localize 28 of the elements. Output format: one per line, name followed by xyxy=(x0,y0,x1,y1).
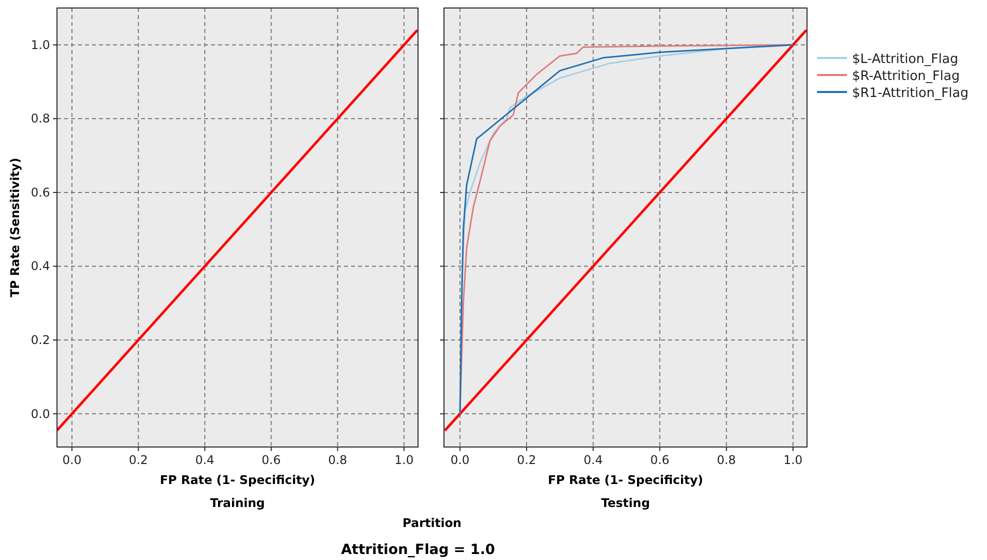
y-tick-label: 0.4 xyxy=(30,259,50,274)
y-axis-title: TP Rate (Sensitivity) xyxy=(8,158,22,298)
x-tick-label: 0.4 xyxy=(584,453,603,467)
x-tick-label: 1.0 xyxy=(783,453,803,467)
x-tick-label: 0.2 xyxy=(517,453,536,467)
x-tick-label: 0.8 xyxy=(716,453,736,467)
text: Partition xyxy=(402,516,462,530)
text: Testing xyxy=(601,496,650,510)
x-tick-label: 0.0 xyxy=(62,453,82,467)
y-tick-label: 0.8 xyxy=(30,112,50,126)
x-tick-label: 0.0 xyxy=(450,453,470,467)
x-tick-label: 1.0 xyxy=(394,453,414,467)
legend-label: $R1-Attrition_Flag xyxy=(852,86,969,101)
x-tick-label: 0.2 xyxy=(128,453,148,467)
x-tick-label: 0.6 xyxy=(262,453,281,467)
y-tick-label: 0.2 xyxy=(30,333,50,348)
y-tick-label: 0.6 xyxy=(30,185,50,200)
x-axis-title: FP Rate (1- Specificity) xyxy=(548,473,704,487)
legend-label: $L-Attrition_Flag xyxy=(852,52,958,67)
legend-label: $R-Attrition_Flag xyxy=(852,69,960,84)
x-axis-title: FP Rate (1- Specificity) xyxy=(160,473,316,487)
text: Attrition_Flag = 1.0 xyxy=(340,542,496,558)
text: Training xyxy=(210,496,265,510)
x-tick-label: 0.4 xyxy=(195,453,214,467)
x-tick-label: 0.8 xyxy=(328,453,348,467)
y-tick-label: 1.0 xyxy=(30,38,50,52)
x-tick-label: 0.6 xyxy=(650,453,670,467)
y-tick-label: 0.0 xyxy=(30,406,50,421)
